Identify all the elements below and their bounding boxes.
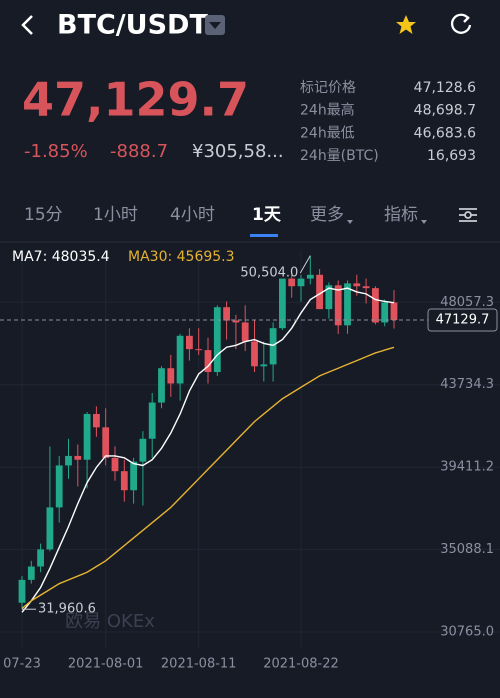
candle-body — [334, 285, 342, 326]
last-price-box — [427, 308, 498, 332]
stat-label: 标记价格 — [300, 80, 356, 96]
candle-body — [37, 549, 44, 567]
candle-body — [353, 283, 361, 287]
y-tick-label: 30765.0 — [440, 625, 494, 640]
timeframe-tab[interactable]: 指标 — [384, 205, 418, 225]
stat-label: 24h最低 — [300, 125, 355, 141]
stat-label: 24h最高 — [300, 102, 355, 119]
settings-icon[interactable] — [459, 208, 477, 222]
candle-body — [390, 302, 398, 320]
symbol[interactable]: BTC/USDT — [57, 10, 208, 41]
min-label: 31,960.6 — [38, 602, 96, 617]
candle-body — [241, 322, 249, 342]
cny-price: ¥305,58... — [192, 141, 284, 162]
candle-body — [325, 285, 333, 310]
candle-body — [269, 328, 277, 365]
y-tick-label: 39411.2 — [440, 460, 494, 475]
watermark: 欧易 OKEx — [65, 611, 155, 632]
candle-body — [316, 274, 323, 310]
timeframe-tab[interactable]: 15分 — [24, 205, 63, 225]
favorite-star[interactable] — [396, 15, 416, 34]
y-tick-label: 43734.3 — [440, 377, 494, 392]
candle-body — [297, 278, 305, 287]
candle-body — [158, 368, 165, 403]
candle-body — [46, 507, 54, 550]
refresh-icon[interactable] — [450, 13, 472, 34]
candle-body — [120, 471, 128, 491]
x-tick-label: 07-23 — [3, 657, 41, 672]
active-tab-underline — [250, 234, 278, 237]
candle-body — [111, 457, 119, 472]
max-pointer — [299, 255, 311, 274]
last-price-label: 47129.7 — [436, 312, 490, 327]
candle-body — [176, 335, 184, 384]
moving-average-line — [21, 346, 395, 610]
candle-body — [344, 283, 351, 326]
timeframe-tab[interactable]: 1小时 — [93, 205, 138, 225]
last-price: 47,129.7 — [22, 73, 249, 127]
moving-average-line — [21, 287, 395, 613]
candle-body — [213, 307, 221, 373]
timeframe-tab[interactable]: 4小时 — [170, 205, 215, 225]
timeframe-tab[interactable]: 1天 — [252, 205, 282, 225]
candle-body — [381, 302, 389, 323]
candle-body — [55, 465, 63, 508]
candle-body — [74, 455, 82, 460]
candle-body — [260, 364, 268, 367]
candle-body — [186, 335, 193, 350]
stat-label: 24h量(BTC) — [300, 148, 379, 164]
legend-entry: MA30: 45695.3 — [128, 249, 235, 265]
candle-body — [223, 307, 230, 321]
candle-body — [27, 566, 35, 580]
candle-body — [288, 278, 296, 287]
candle-body — [306, 274, 314, 279]
stat-value: 46,683.6 — [414, 125, 476, 141]
candle-body — [139, 438, 147, 462]
candle-body — [130, 461, 137, 491]
candle-body — [279, 278, 286, 329]
max-label: 50,504.0 — [240, 266, 298, 281]
y-tick-label: 35088.1 — [440, 542, 494, 557]
candle-body — [232, 320, 240, 323]
stat-value: 16,693 — [427, 148, 476, 164]
more-arrow — [347, 220, 353, 224]
indicator-arrow — [421, 220, 427, 224]
stat-value: 47,128.6 — [414, 80, 476, 96]
candle-body — [167, 368, 175, 384]
x-tick-label: 2021-08-22 — [263, 657, 339, 672]
candle-body — [204, 350, 212, 373]
candle-body — [65, 455, 72, 466]
y-tick-label: 48057.3 — [440, 295, 494, 310]
candle-body — [102, 427, 110, 458]
candle-body — [18, 579, 26, 603]
candle-body — [93, 413, 100, 428]
stat-value: 48,698.7 — [414, 103, 476, 119]
candle-body — [372, 288, 379, 323]
change-percent: -1.85% — [24, 141, 88, 162]
candle-body — [148, 402, 156, 439]
legend-entry: MA7: 48035.4 — [12, 249, 110, 265]
refresh-icon-tick — [463, 16, 470, 23]
back-button[interactable] — [21, 15, 33, 35]
x-tick-label: 2021-08-11 — [161, 657, 237, 672]
change-amount: -888.7 — [110, 141, 168, 162]
timeframe-tab[interactable]: 更多 — [310, 205, 344, 225]
candle-body — [251, 341, 258, 367]
x-tick-label: 2021-08-01 — [68, 657, 144, 672]
candle-body — [362, 286, 370, 289]
dropdown-arrow — [209, 22, 221, 29]
candle-body — [83, 413, 91, 460]
candle-body — [195, 349, 203, 351]
